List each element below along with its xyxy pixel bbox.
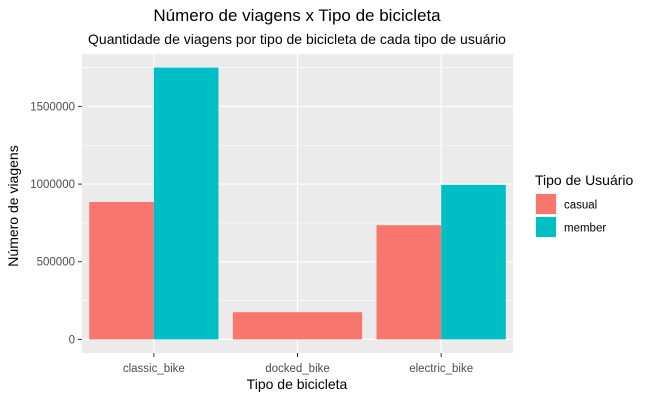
bars: [89, 67, 506, 340]
bar-casual-classic_bike: [89, 201, 154, 340]
bar-member-electric_bike: [441, 184, 506, 340]
bar-casual-electric_bike: [376, 225, 442, 340]
bar-member-classic_bike: [153, 67, 219, 340]
legend-label-casual: casual: [564, 200, 597, 212]
y-tick-label: 0: [69, 334, 75, 346]
legend: Tipo de Usuário casual member: [535, 172, 634, 238]
y-tick-label: 500000: [37, 257, 75, 269]
y-tick-label: 1500000: [30, 101, 75, 113]
chart-title: Número de viagens x Tipo de bicicleta: [153, 6, 441, 25]
x-tick-label: classic_bike: [123, 363, 185, 375]
legend-title: Tipo de Usuário: [535, 172, 634, 188]
legend-label-member: member: [564, 223, 606, 235]
x-tick-label: docked_bike: [265, 363, 330, 375]
chart-subtitle: Quantidade de viagens por tipo de bicicl…: [88, 31, 506, 47]
x-tick-label: electric_bike: [409, 363, 473, 375]
legend-key-member: [536, 217, 556, 237]
y-axis-title: Número de viagens: [5, 145, 21, 266]
y-tick-label: 1000000: [30, 179, 75, 191]
legend-key-casual: [536, 194, 556, 214]
x-axis-title: Tipo de bicicleta: [247, 376, 348, 392]
x-axis: classic_bike docked_bike electric_bike: [123, 353, 473, 375]
bar-casual-docked_bike: [232, 312, 363, 340]
y-axis: 0 500000 1000000 1500000: [30, 101, 82, 346]
